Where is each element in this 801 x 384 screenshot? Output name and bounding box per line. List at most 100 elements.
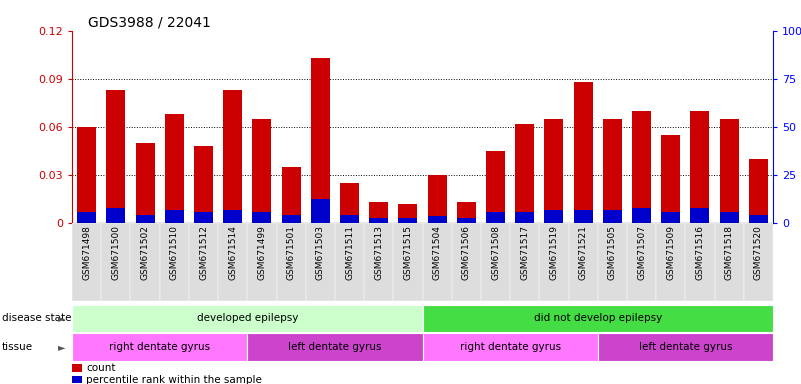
Bar bbox=[569, 223, 598, 301]
Text: GSM671509: GSM671509 bbox=[666, 225, 675, 280]
Bar bbox=[744, 223, 773, 301]
Bar bbox=[398, 218, 417, 223]
Bar bbox=[719, 119, 739, 223]
Text: GSM671506: GSM671506 bbox=[462, 225, 471, 280]
Bar bbox=[749, 215, 768, 223]
Bar bbox=[423, 333, 598, 361]
Text: did not develop epilepsy: did not develop epilepsy bbox=[533, 313, 662, 323]
Text: GSM671519: GSM671519 bbox=[549, 225, 558, 280]
Bar bbox=[194, 146, 213, 223]
Bar bbox=[749, 159, 768, 223]
Bar bbox=[282, 167, 300, 223]
Bar bbox=[252, 212, 272, 223]
Text: GSM671515: GSM671515 bbox=[404, 225, 413, 280]
Bar bbox=[276, 223, 306, 301]
Text: count: count bbox=[87, 363, 115, 373]
Bar bbox=[252, 119, 272, 223]
Bar bbox=[306, 223, 335, 301]
Bar bbox=[248, 333, 423, 361]
Bar bbox=[486, 212, 505, 223]
Bar bbox=[598, 333, 773, 361]
Text: GSM671498: GSM671498 bbox=[83, 225, 91, 280]
Bar bbox=[603, 119, 622, 223]
Bar bbox=[223, 90, 242, 223]
Text: GSM671501: GSM671501 bbox=[287, 225, 296, 280]
Bar bbox=[510, 223, 539, 301]
Text: GSM671504: GSM671504 bbox=[433, 225, 441, 280]
Bar bbox=[131, 223, 159, 301]
Bar bbox=[135, 143, 155, 223]
Bar bbox=[311, 58, 330, 223]
Bar bbox=[690, 208, 710, 223]
Text: GSM671508: GSM671508 bbox=[491, 225, 500, 280]
Text: GSM671517: GSM671517 bbox=[520, 225, 529, 280]
Bar bbox=[545, 119, 563, 223]
Bar bbox=[218, 223, 248, 301]
Text: GSM671499: GSM671499 bbox=[257, 225, 267, 280]
Text: GSM671511: GSM671511 bbox=[345, 225, 354, 280]
Text: GSM671502: GSM671502 bbox=[141, 225, 150, 280]
Bar bbox=[340, 183, 359, 223]
Bar bbox=[72, 223, 101, 301]
Bar bbox=[457, 218, 476, 223]
Text: GSM671521: GSM671521 bbox=[578, 225, 588, 280]
Bar bbox=[135, 215, 155, 223]
Bar bbox=[627, 223, 656, 301]
Bar bbox=[194, 212, 213, 223]
Bar bbox=[72, 364, 83, 372]
Bar bbox=[107, 208, 126, 223]
Text: tissue: tissue bbox=[2, 342, 33, 352]
Bar bbox=[603, 210, 622, 223]
Bar bbox=[189, 223, 218, 301]
Bar bbox=[428, 175, 447, 223]
Bar bbox=[457, 202, 476, 223]
Bar bbox=[545, 210, 563, 223]
Bar bbox=[686, 223, 714, 301]
Bar bbox=[574, 210, 593, 223]
Bar bbox=[423, 223, 452, 301]
Bar bbox=[515, 124, 534, 223]
Bar bbox=[486, 151, 505, 223]
Bar bbox=[335, 223, 364, 301]
Bar bbox=[369, 218, 388, 223]
Text: ►: ► bbox=[58, 342, 65, 352]
Text: right dentate gyrus: right dentate gyrus bbox=[109, 342, 210, 352]
Bar bbox=[77, 212, 96, 223]
Text: GSM671512: GSM671512 bbox=[199, 225, 208, 280]
Bar bbox=[632, 208, 651, 223]
Text: GSM671507: GSM671507 bbox=[637, 225, 646, 280]
Bar bbox=[690, 111, 710, 223]
Bar bbox=[248, 223, 276, 301]
Bar bbox=[662, 212, 680, 223]
Bar bbox=[72, 305, 423, 332]
Text: GSM671505: GSM671505 bbox=[608, 225, 617, 280]
Bar bbox=[364, 223, 393, 301]
Bar bbox=[165, 210, 183, 223]
Text: ►: ► bbox=[58, 313, 65, 323]
Bar bbox=[107, 90, 126, 223]
Bar bbox=[72, 333, 248, 361]
Text: right dentate gyrus: right dentate gyrus bbox=[460, 342, 561, 352]
Bar bbox=[598, 223, 627, 301]
Bar bbox=[223, 210, 242, 223]
Bar bbox=[719, 212, 739, 223]
Bar bbox=[481, 223, 510, 301]
Text: left dentate gyrus: left dentate gyrus bbox=[288, 342, 381, 352]
Text: developed epilepsy: developed epilepsy bbox=[196, 313, 298, 323]
Text: GSM671518: GSM671518 bbox=[725, 225, 734, 280]
Text: disease state: disease state bbox=[2, 313, 71, 323]
Text: left dentate gyrus: left dentate gyrus bbox=[638, 342, 732, 352]
Bar bbox=[72, 376, 83, 384]
Bar bbox=[340, 215, 359, 223]
Bar bbox=[77, 127, 96, 223]
Text: percentile rank within the sample: percentile rank within the sample bbox=[87, 375, 262, 384]
Bar bbox=[369, 202, 388, 223]
Text: GSM671513: GSM671513 bbox=[374, 225, 383, 280]
Bar bbox=[428, 216, 447, 223]
Text: GSM671516: GSM671516 bbox=[695, 225, 704, 280]
Bar bbox=[574, 82, 593, 223]
Text: GSM671503: GSM671503 bbox=[316, 225, 325, 280]
Text: GSM671510: GSM671510 bbox=[170, 225, 179, 280]
Bar bbox=[515, 212, 534, 223]
Bar bbox=[714, 223, 744, 301]
